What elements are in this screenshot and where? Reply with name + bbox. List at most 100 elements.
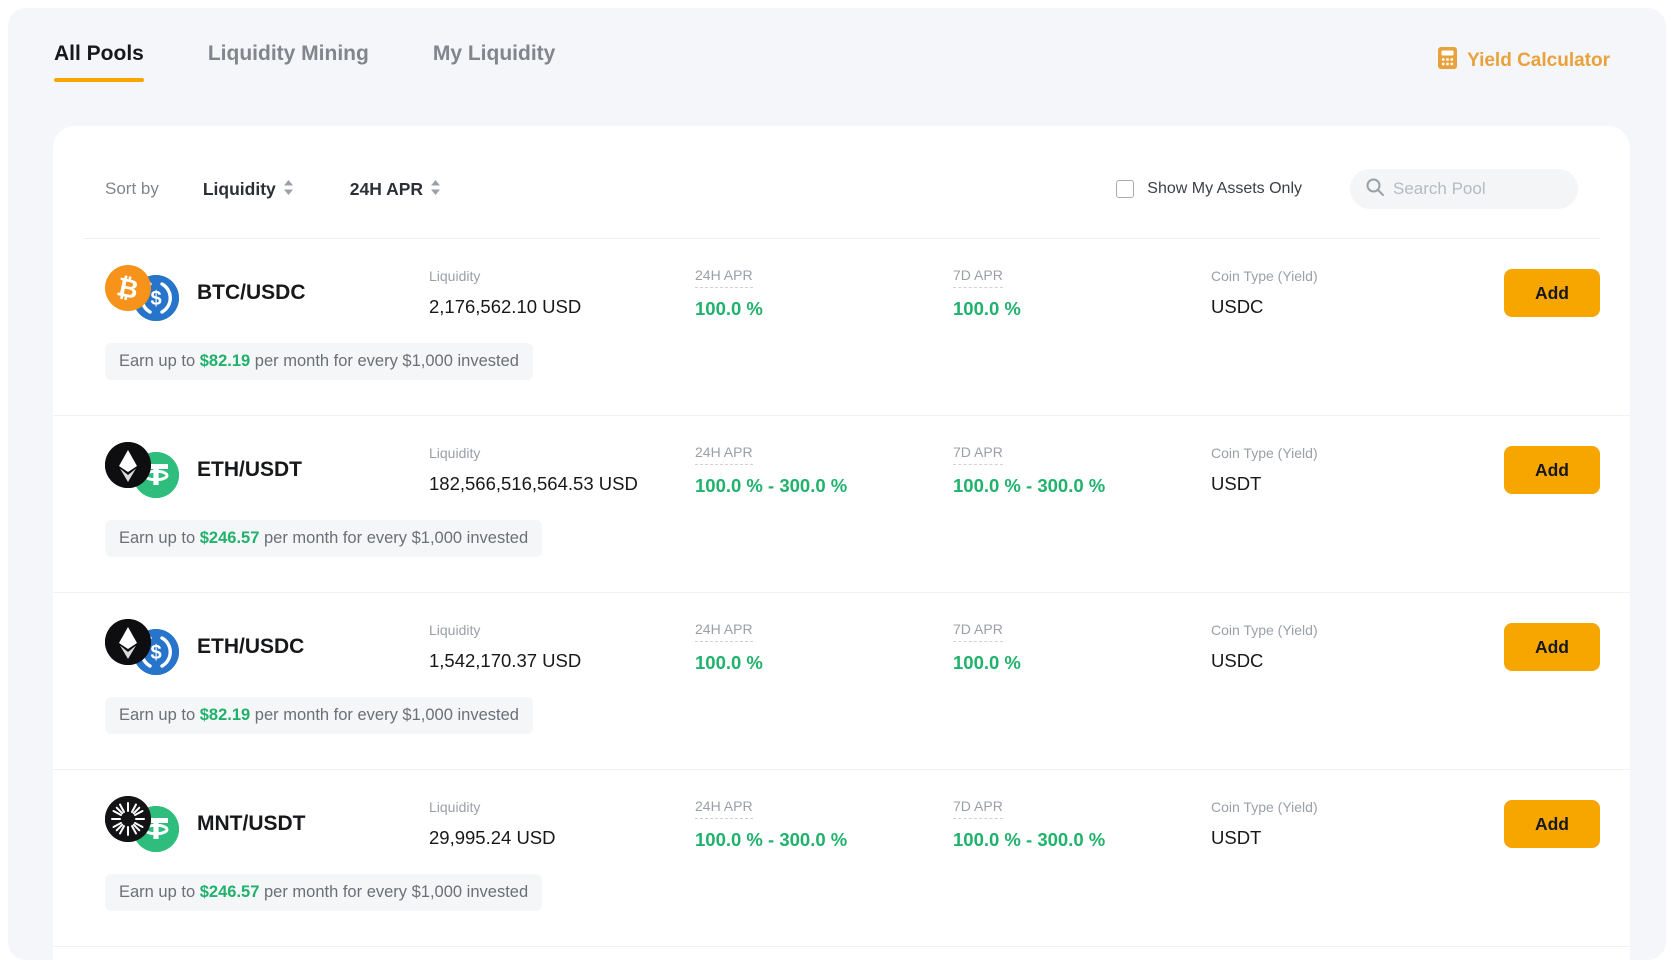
apr-7d-label[interactable]: 7D APR [953,798,1003,819]
apr-24h-label[interactable]: 24H APR [695,267,753,288]
calculator-icon [1437,46,1458,76]
apr-7d-label[interactable]: 7D APR [953,444,1003,465]
apr-7d-column: 7D APR 100.0 % [953,621,1211,674]
apr-24h-column: 24H APR 100.0 % [695,267,953,320]
apr-24h-label[interactable]: 24H APR [695,444,753,465]
earn-estimate-badge: Earn up to $82.19 per month for every $1… [105,343,533,380]
liquidity-column: Liquidity 1,542,170.37 USD [429,622,695,672]
earn-amount: $82.19 [199,706,251,724]
search-icon [1366,178,1384,201]
apr-7d-value: 100.0 % [953,297,1021,319]
liquidity-value: 1,542,170.37 USD [429,650,582,671]
pool-pair-name: MNT/USDT [197,812,306,835]
btc-icon: ₿ [105,265,151,311]
pool-row-eth-usdc: $ ETH/USDC Liquidity 1,542,170.37 USD 24… [53,593,1630,770]
pair-icons: $ [105,617,197,677]
apr-7d-label[interactable]: 7D APR [953,267,1003,288]
earn-estimate-badge: Earn up to $246.57 per month for every $… [105,874,543,911]
tab-liquidity-mining[interactable]: Liquidity Mining [207,42,369,65]
show-my-assets-toggle[interactable]: Show My Assets Only [1116,180,1302,198]
earn-amount: $246.57 [199,883,260,901]
show-my-assets-label: Show My Assets Only [1147,180,1302,197]
svg-text:$: $ [150,642,161,664]
apr-7d-column: 7D APR 100.0 % [953,267,1211,320]
apr-24h-value: 100.0 % [695,651,763,673]
yield-calculator-link[interactable]: Yield Calculator [1437,46,1610,76]
sort-option-24h-apr[interactable]: 24H APR [350,179,441,200]
sort-arrows-icon [283,179,294,200]
show-my-assets-checkbox[interactable] [1116,180,1135,198]
earn-prefix: Earn up to [119,706,200,724]
earn-suffix: per month for every $1,000 invested [259,883,529,901]
coin-type-label: Coin Type (Yield) [1211,799,1318,815]
eth-icon [105,619,151,665]
coin-type-column: Coin Type (Yield) USDT [1211,445,1449,495]
liquidity-label: Liquidity [429,445,481,461]
toolbar-divider [83,238,1600,239]
liquidity-label: Liquidity [429,799,481,815]
pool-pair-name: ETH/USDT [197,458,302,481]
coin-type-label: Coin Type (Yield) [1211,622,1318,638]
apr-24h-label[interactable]: 24H APR [695,798,753,819]
liquidity-column: Liquidity 2,176,562.10 USD [429,268,695,318]
apr-7d-label[interactable]: 7D APR [953,621,1003,642]
coin-type-label: Coin Type (Yield) [1211,268,1318,284]
tab-my-liquidity[interactable]: My Liquidity [432,42,556,65]
earn-suffix: per month for every $1,000 invested [250,352,519,370]
sort-by-label: Sort by [105,179,159,198]
apr-24h-value: 100.0 % - 300.0 % [695,828,848,850]
pool-pair-name: BTC/USDC [197,281,306,304]
liquidity-value: 2,176,562.10 USD [429,296,582,317]
tab-all-pools[interactable]: All Pools [54,42,144,82]
liquidity-column: Liquidity 182,566,516,564.53 USD [429,445,695,495]
pool-row-mnt-usdt: MNT/USDT Liquidity 29,995.24 USD 24H APR… [53,770,1630,947]
coin-type-value: USDT [1211,473,1262,494]
liquidity-label: Liquidity [429,622,481,638]
sort-liquidity-label: Liquidity [202,178,276,199]
sort-option-liquidity[interactable]: Liquidity [203,179,294,200]
earn-prefix: Earn up to [119,883,200,901]
earn-amount: $246.57 [199,529,260,547]
apr-7d-column: 7D APR 100.0 % - 300.0 % [953,798,1211,851]
pools-toolbar: Sort by Liquidity 24H APR Show My Assets… [53,126,1630,238]
add-button[interactable]: Add [1504,446,1600,494]
liquidity-pools-panel: All Pools Liquidity Mining My Liquidity … [8,8,1666,960]
add-button[interactable]: Add [1504,623,1600,671]
coin-type-value: USDC [1211,650,1264,671]
pair-icons: ₿ $ [105,263,197,323]
search-pool-box[interactable] [1350,169,1578,209]
pair-icons [105,440,197,500]
pool-row-eth-usdt: ETH/USDT Liquidity 182,566,516,564.53 US… [53,416,1630,593]
earn-prefix: Earn up to [119,352,200,370]
add-button[interactable]: Add [1504,269,1600,317]
apr-24h-value: 100.0 % [695,297,763,319]
earn-suffix: per month for every $1,000 invested [250,706,519,724]
coin-type-column: Coin Type (Yield) USDC [1211,268,1449,318]
coin-type-value: USDC [1211,296,1264,317]
svg-text:$: $ [150,288,161,310]
coin-type-value: USDT [1211,827,1262,848]
tab-bar: All Pools Liquidity Mining My Liquidity [8,8,1666,82]
pool-row-btc-usdc: ₿ $ BTC/USDC Liquidity 2,176,562.10 USD … [53,239,1630,416]
apr-24h-column: 24H APR 100.0 % [695,621,953,674]
earn-estimate-badge: Earn up to $246.57 per month for every $… [105,520,543,557]
apr-7d-column: 7D APR 100.0 % - 300.0 % [953,444,1211,497]
apr-24h-label[interactable]: 24H APR [695,621,753,642]
earn-suffix: per month for every $1,000 invested [259,529,529,547]
sort-24h-apr-label: 24H APR [349,178,424,199]
search-pool-input[interactable] [1393,179,1553,199]
sort-arrows-icon [430,179,441,200]
apr-7d-value: 100.0 % - 300.0 % [953,828,1106,850]
apr-24h-value: 100.0 % - 300.0 % [695,474,848,496]
coin-type-column: Coin Type (Yield) USDC [1211,622,1449,672]
add-button[interactable]: Add [1504,800,1600,848]
apr-7d-value: 100.0 % - 300.0 % [953,474,1106,496]
eth-icon [105,442,151,488]
liquidity-value: 29,995.24 USD [429,827,556,848]
coin-type-column: Coin Type (Yield) USDT [1211,799,1449,849]
yield-calculator-label: Yield Calculator [1467,50,1610,71]
liquidity-value: 182,566,516,564.53 USD [429,473,638,494]
mnt-icon [105,796,151,842]
pair-icons [105,794,197,854]
liquidity-column: Liquidity 29,995.24 USD [429,799,695,849]
